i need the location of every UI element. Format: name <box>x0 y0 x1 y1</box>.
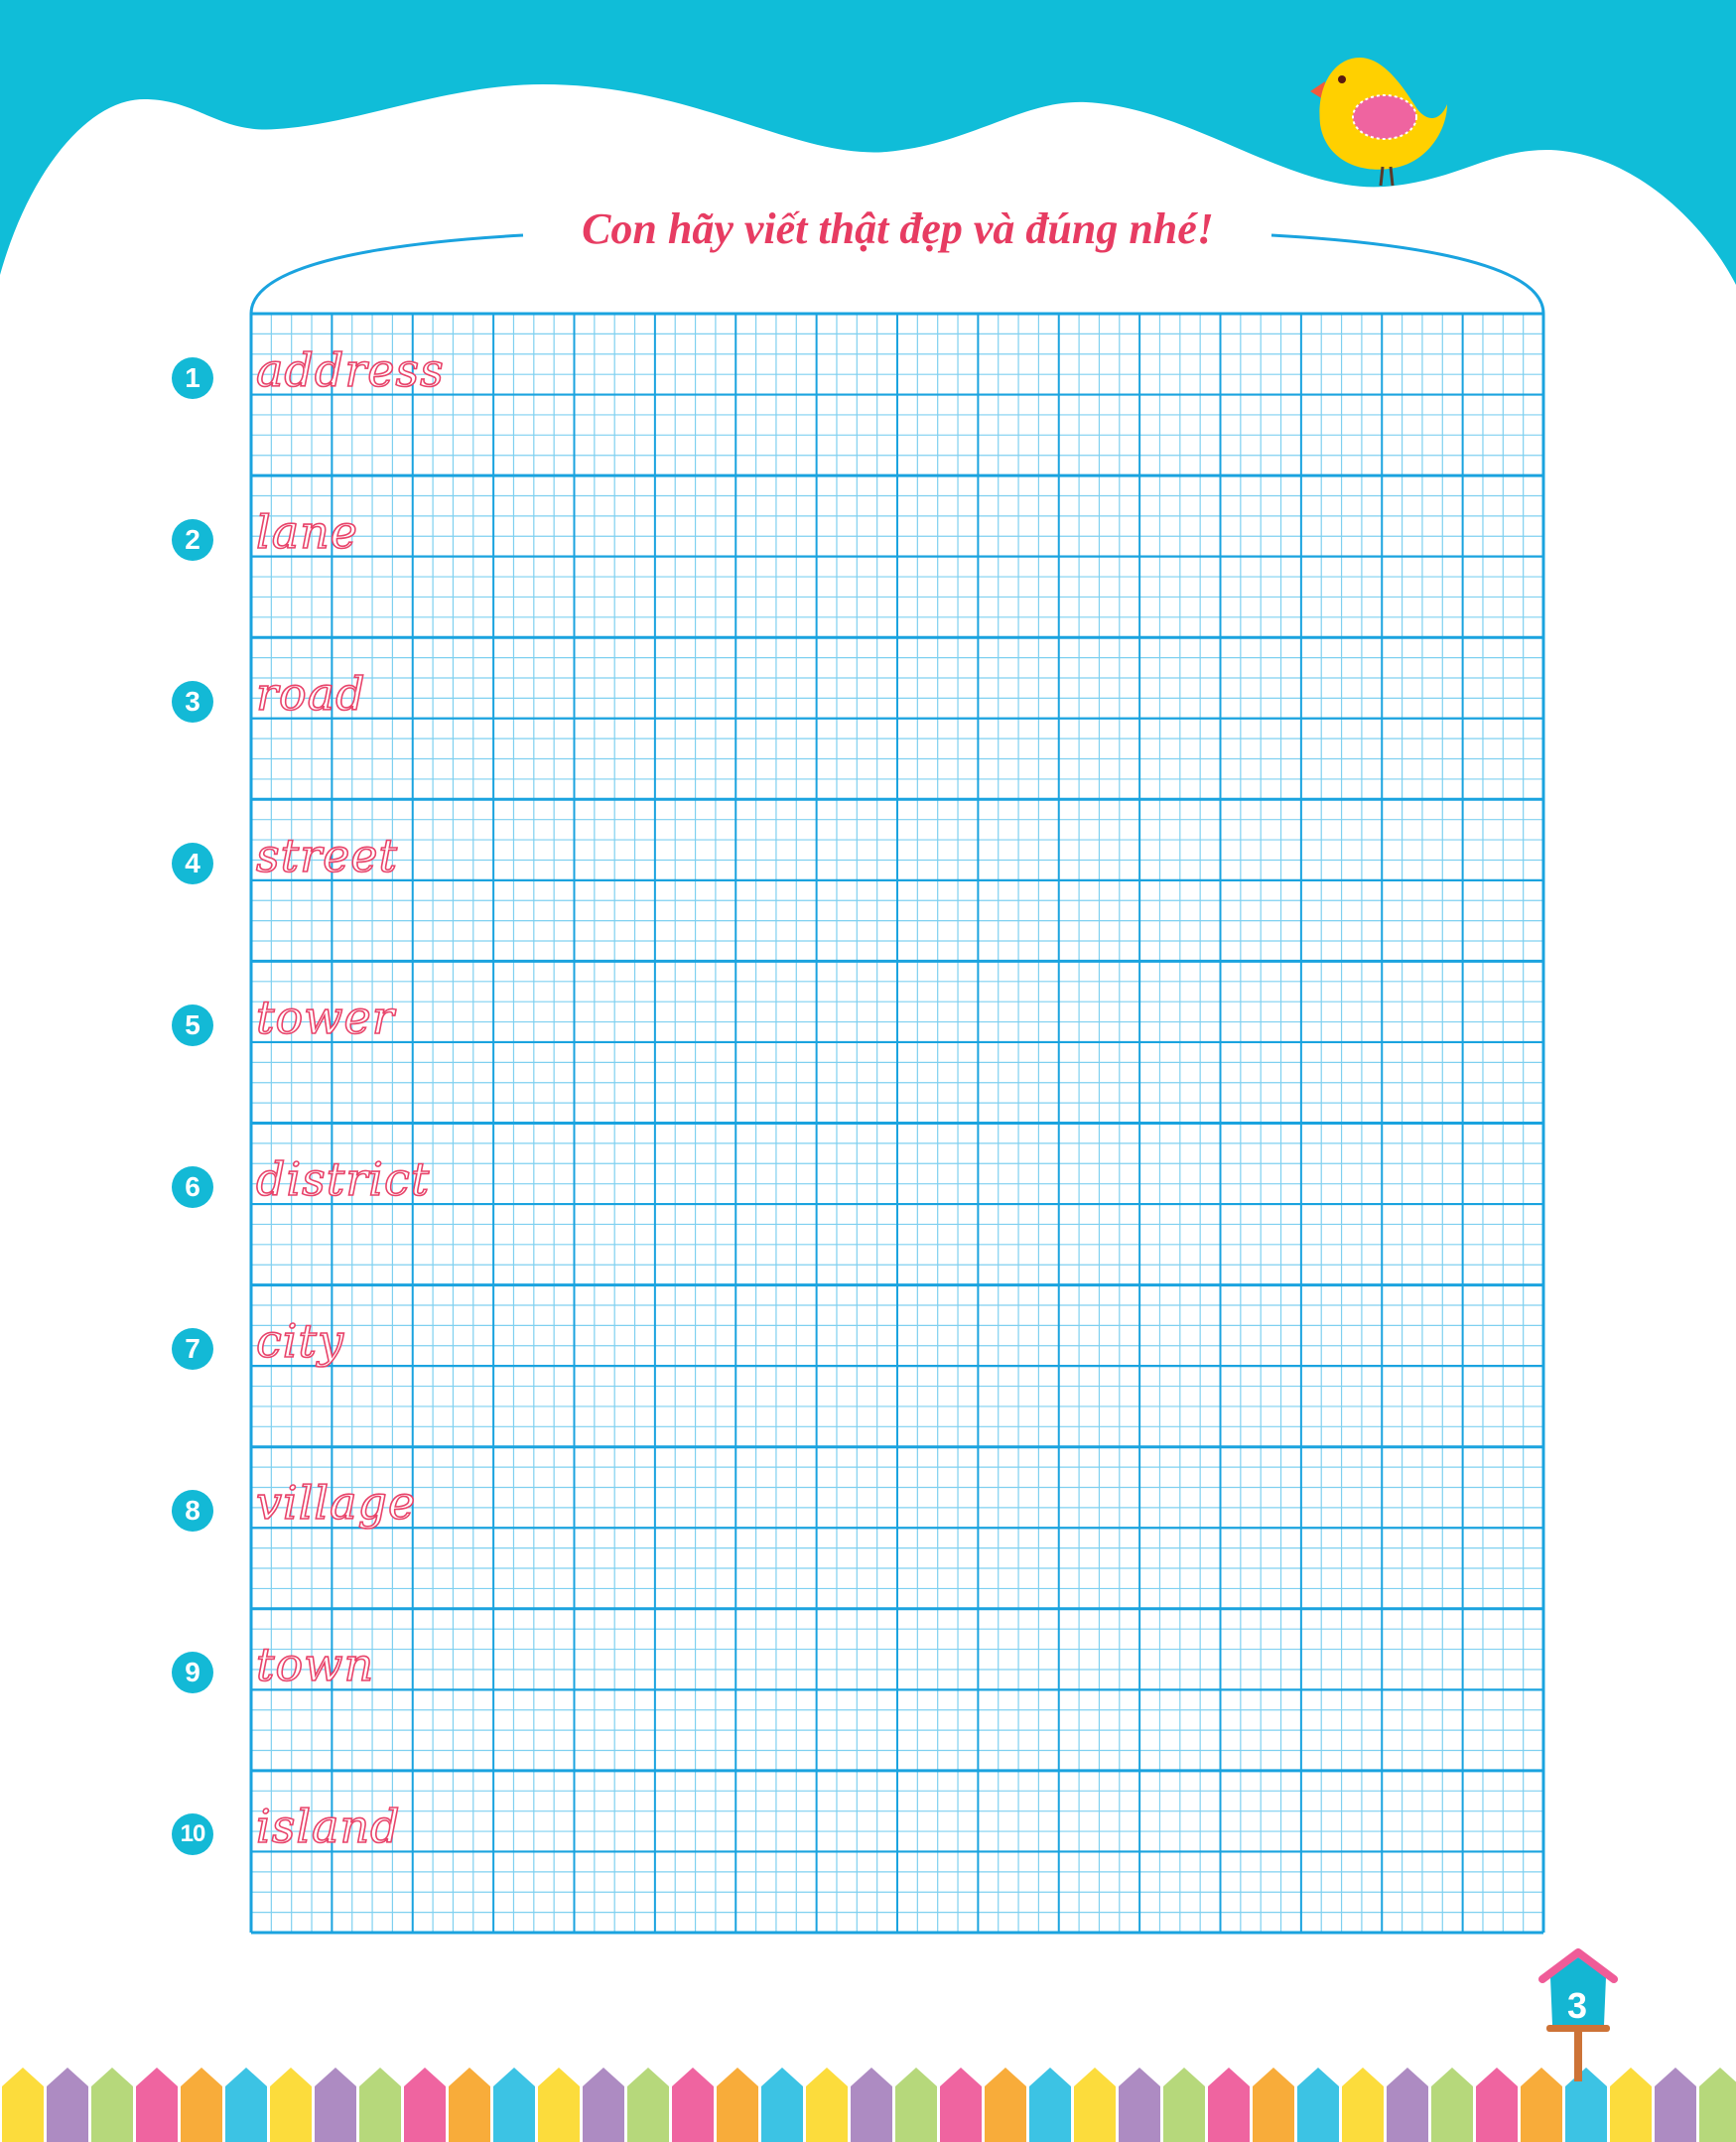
fence-picket <box>761 2068 803 2142</box>
trace-word: street <box>255 828 399 883</box>
fence-picket <box>1074 2068 1116 2142</box>
trace-word: district <box>255 1151 431 1207</box>
fence-picket <box>47 2068 88 2142</box>
frame-arc-left <box>249 233 524 315</box>
fence-picket <box>136 2068 178 2142</box>
fence-picket <box>538 2068 580 2142</box>
frame-arc-right <box>1270 233 1545 315</box>
fence-picket <box>672 2068 714 2142</box>
fence-picket <box>1699 2068 1736 2142</box>
fence-picket <box>1163 2068 1205 2142</box>
exercise-number: 8 <box>172 1490 213 1533</box>
fence-picket <box>1387 2068 1428 2142</box>
fence-picket <box>1565 2068 1607 2142</box>
trace-word: island <box>255 1800 401 1855</box>
fence-picket <box>359 2068 401 2142</box>
fence-picket <box>1431 2068 1473 2142</box>
fence-picket <box>851 2068 892 2142</box>
exercise-number: 1 <box>172 356 213 399</box>
fence-picket <box>583 2068 624 2142</box>
exercise-number: 3 <box>172 680 213 723</box>
fence-picket <box>806 2068 848 2142</box>
fence-picket <box>2 2068 44 2142</box>
fence-picket <box>985 2068 1026 2142</box>
exercise-number: 5 <box>172 1004 213 1046</box>
fence-picket <box>1610 2068 1652 2142</box>
trace-word: village <box>255 1475 417 1531</box>
page-title: Con hãy viết thật đẹp và đúng nhé! <box>0 203 1736 254</box>
birdhouse-icon <box>1538 1948 1618 2081</box>
fence-picket <box>627 2068 669 2142</box>
exercise-number: 2 <box>172 518 213 561</box>
fence-picket <box>717 2068 758 2142</box>
fence-picket <box>1029 2068 1071 2142</box>
fence-picket <box>493 2068 535 2142</box>
trace-word: town <box>255 1638 375 1693</box>
page-number: 3 <box>1566 1985 1588 2026</box>
fence-picket <box>404 2068 446 2142</box>
exercise-number: 9 <box>172 1652 213 1694</box>
trace-word: road <box>255 666 366 722</box>
fence-picket <box>1297 2068 1339 2142</box>
fence-picket <box>225 2068 267 2142</box>
fence-picket <box>895 2068 937 2142</box>
fence-picket <box>181 2068 222 2142</box>
fence-picket <box>1476 2068 1518 2142</box>
trace-word: address <box>255 342 445 398</box>
exercise-number: 4 <box>172 842 213 884</box>
fence-picket <box>91 2068 133 2142</box>
fence-picket <box>1253 2068 1294 2142</box>
exercise-number: 7 <box>172 1328 213 1371</box>
bird-icon <box>1310 58 1447 187</box>
trace-word: tower <box>255 990 395 1045</box>
fence-picket <box>315 2068 356 2142</box>
exercise-number: 10 <box>172 1813 213 1856</box>
page-title-text: Con hãy viết thật đẹp và đúng nhé! <box>582 204 1214 253</box>
fence-picket <box>449 2068 490 2142</box>
trace-word: lane <box>255 504 358 560</box>
fence-picket <box>270 2068 312 2142</box>
fence-picket <box>940 2068 982 2142</box>
fence-picket <box>1342 2068 1384 2142</box>
fence-picket <box>1119 2068 1160 2142</box>
fence-picket <box>1208 2068 1250 2142</box>
trace-word: city <box>255 1313 344 1369</box>
fence-picket <box>1655 2068 1696 2142</box>
exercise-number: 6 <box>172 1166 213 1209</box>
fence-picket <box>1521 2068 1562 2142</box>
